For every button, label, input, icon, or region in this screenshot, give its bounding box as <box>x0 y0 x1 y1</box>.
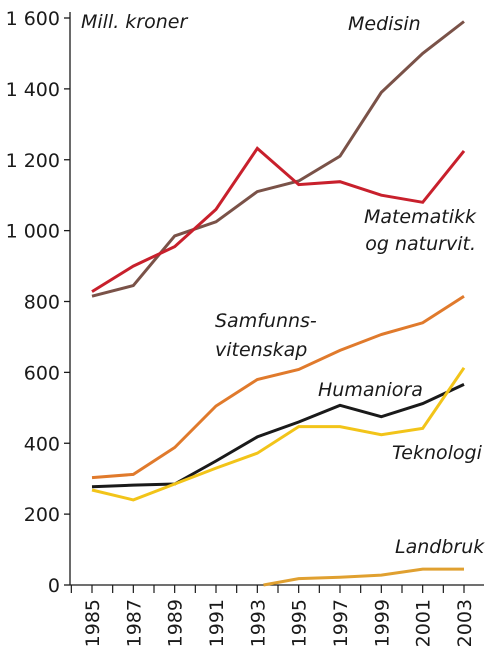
x-axis: 1985 1987 1989 1991 1993 1995 1997 1999 2001 2003 <box>70 584 484 647</box>
x-tick-label: 2003 <box>454 599 476 647</box>
series-labels: Medisin Matematikk og naturvit. Samfunns-vi… <box>215 13 485 558</box>
x-tick-label: 2001 <box>413 599 435 647</box>
x-tick-label: 1999 <box>371 599 393 647</box>
x-tick-label: 1991 <box>206 599 228 647</box>
x-tick-label: 1993 <box>247 599 269 647</box>
y-tick-label: 800 <box>24 292 60 314</box>
y-tick-label: 1 400 <box>6 79 60 101</box>
series-label-medisin: Medisin <box>348 13 421 35</box>
series-label-line: Samfunns- <box>215 310 317 332</box>
x-tick-label: 1997 <box>330 599 352 647</box>
y-axis: 0 200 400 600 800 1 000 1 200 1 400 1 600 <box>6 8 71 597</box>
series-line-teknologi <box>91 366 466 502</box>
y-tick-label: 200 <box>24 504 60 526</box>
x-tick-label: 1989 <box>165 599 187 647</box>
y-tick-label: 600 <box>24 362 60 384</box>
y-tick-label: 0 <box>48 575 60 597</box>
series-label-teknologi: Teknologi <box>392 442 483 464</box>
series-label-samfunns-vitenskap: Samfunns-vitenskap <box>215 310 317 361</box>
y-tick-label: 1 200 <box>6 150 60 172</box>
series-label-line: vitenskap <box>215 339 307 361</box>
series-line-landbruk <box>263 567 464 587</box>
x-tick-label: 1987 <box>123 599 145 647</box>
series-label-humaniora: Humaniora <box>318 379 423 401</box>
y-tick-label: 400 <box>24 433 60 455</box>
series-line-samfunns-vitenskap <box>91 294 465 480</box>
x-tick-label: 1985 <box>82 599 104 647</box>
series-line-humaniora <box>91 383 465 489</box>
series-lines <box>91 20 466 587</box>
series-line-medisin <box>91 20 465 298</box>
y-tick-label: 1 000 <box>6 221 60 243</box>
y-tick-label: 1 600 <box>6 8 60 30</box>
series-label-line: og naturvit. <box>365 233 476 255</box>
series-label-matematikk-og-naturvit: Matematikk og naturvit. <box>364 206 477 255</box>
series-line-matematikk-og-naturvit <box>91 146 466 293</box>
series-label-landbruk: Landbruk <box>395 536 485 558</box>
y-axis-unit-label: Mill. kroner <box>81 11 188 33</box>
x-tick-label: 1995 <box>289 599 311 647</box>
series-label-line: Matematikk <box>364 206 477 228</box>
